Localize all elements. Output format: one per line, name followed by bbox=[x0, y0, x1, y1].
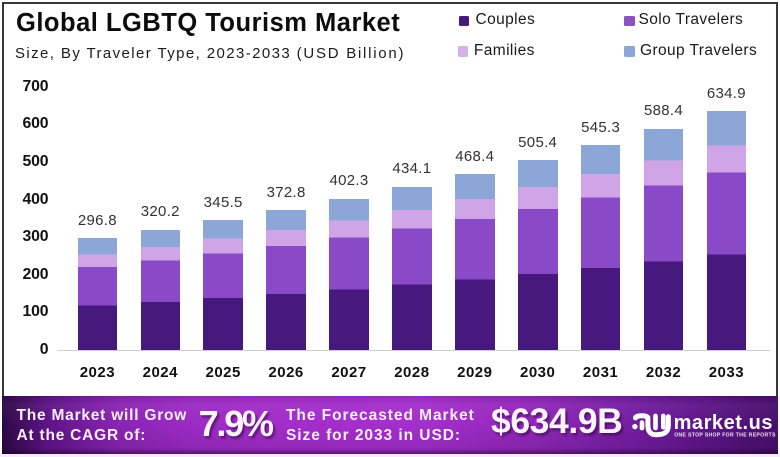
svg-text:market.us: market.us bbox=[674, 412, 773, 434]
svg-text:ONE STOP SHOP FOR THE REPORTS: ONE STOP SHOP FOR THE REPORTS bbox=[674, 432, 776, 438]
